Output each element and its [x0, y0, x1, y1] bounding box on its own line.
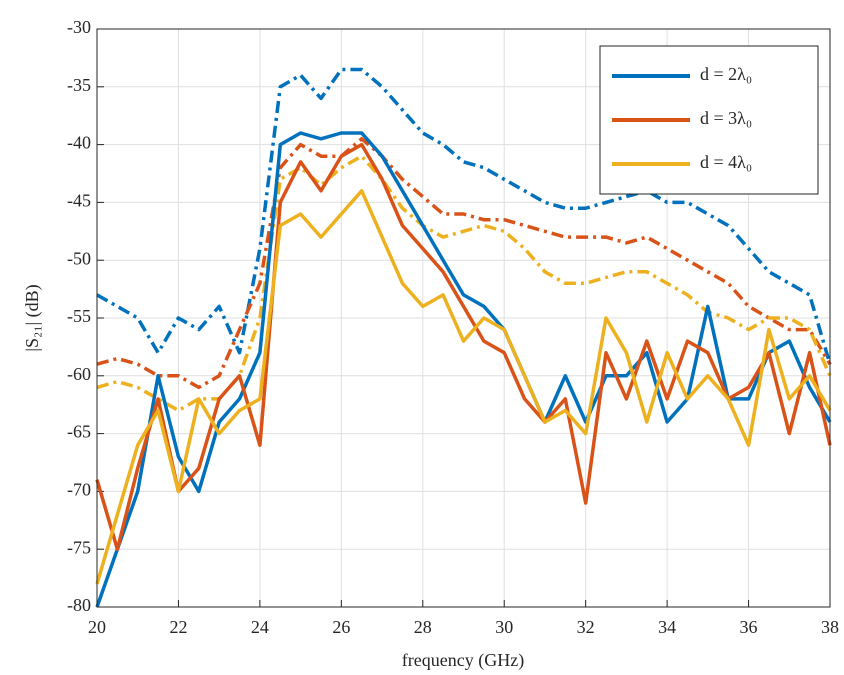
data-line	[95, 189, 832, 585]
x-axis-label: frequency (GHz)	[402, 650, 524, 671]
x-tick-label: 30	[495, 617, 513, 637]
legend-label: d = 3λ₀	[700, 108, 752, 128]
x-tick-label: 38	[821, 617, 839, 637]
plot-frame	[96, 28, 831, 608]
y-tick-label: -55	[67, 306, 91, 326]
y-axis-label: |S₂₁| (dB)	[22, 284, 43, 351]
y-tick-label: -50	[67, 248, 91, 268]
x-tick-label: 36	[740, 617, 758, 637]
x-tick-label: 34	[658, 617, 676, 637]
data-line	[96, 137, 832, 390]
y-tick-label: -45	[67, 191, 91, 211]
x-tick-label: 28	[414, 617, 432, 637]
legend-label: d = 4λ₀	[700, 152, 752, 172]
data-line	[95, 131, 832, 608]
y-tick-label: -40	[67, 133, 91, 153]
x-tick-label: 20	[88, 617, 106, 637]
y-tick-label: -75	[67, 537, 91, 557]
y-tick-label: -60	[67, 364, 91, 384]
y-tick-label: -35	[67, 75, 91, 95]
y-tick-label: -70	[67, 480, 91, 500]
legend-label: d = 2λ₀	[700, 64, 752, 84]
y-tick-label: -65	[67, 422, 91, 442]
data-line	[95, 142, 832, 551]
y-tick-label: -30	[67, 17, 91, 37]
x-tick-label: 26	[332, 617, 350, 637]
data-line	[96, 67, 832, 365]
x-tick-label: 32	[577, 617, 595, 637]
x-tick-label: 24	[251, 617, 269, 637]
x-tick-label: 22	[169, 617, 187, 637]
y-tick-label: -80	[67, 595, 91, 615]
